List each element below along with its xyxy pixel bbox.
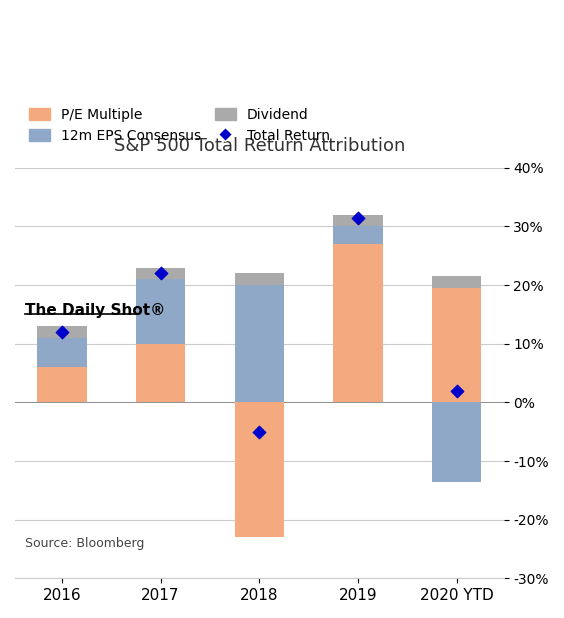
Title: S&P 500 Total Return Attribution: S&P 500 Total Return Attribution (113, 137, 405, 155)
Bar (136, 344, 186, 402)
Bar (37, 326, 86, 338)
Text: Source: Bloomberg: Source: Bloomberg (25, 536, 144, 549)
Bar (37, 338, 86, 367)
Point (255, 427, 264, 437)
Point (58, 327, 67, 337)
Bar (432, 276, 482, 288)
Bar (235, 273, 284, 285)
Bar (432, 288, 482, 402)
Bar (235, 402, 284, 537)
Bar (333, 244, 383, 402)
Bar (235, 285, 284, 402)
Bar (432, 402, 482, 481)
Text: The Daily Shot®: The Daily Shot® (25, 303, 165, 318)
Bar (333, 215, 383, 227)
Legend: P/E Multiple, 12m EPS Consensus, Dividend, Total Return: P/E Multiple, 12m EPS Consensus, Dividen… (22, 101, 337, 150)
Bar (37, 367, 86, 402)
Point (354, 213, 363, 222)
Bar (136, 279, 186, 344)
Bar (136, 268, 186, 279)
Bar (333, 227, 383, 244)
Point (452, 386, 461, 396)
Point (156, 268, 165, 278)
